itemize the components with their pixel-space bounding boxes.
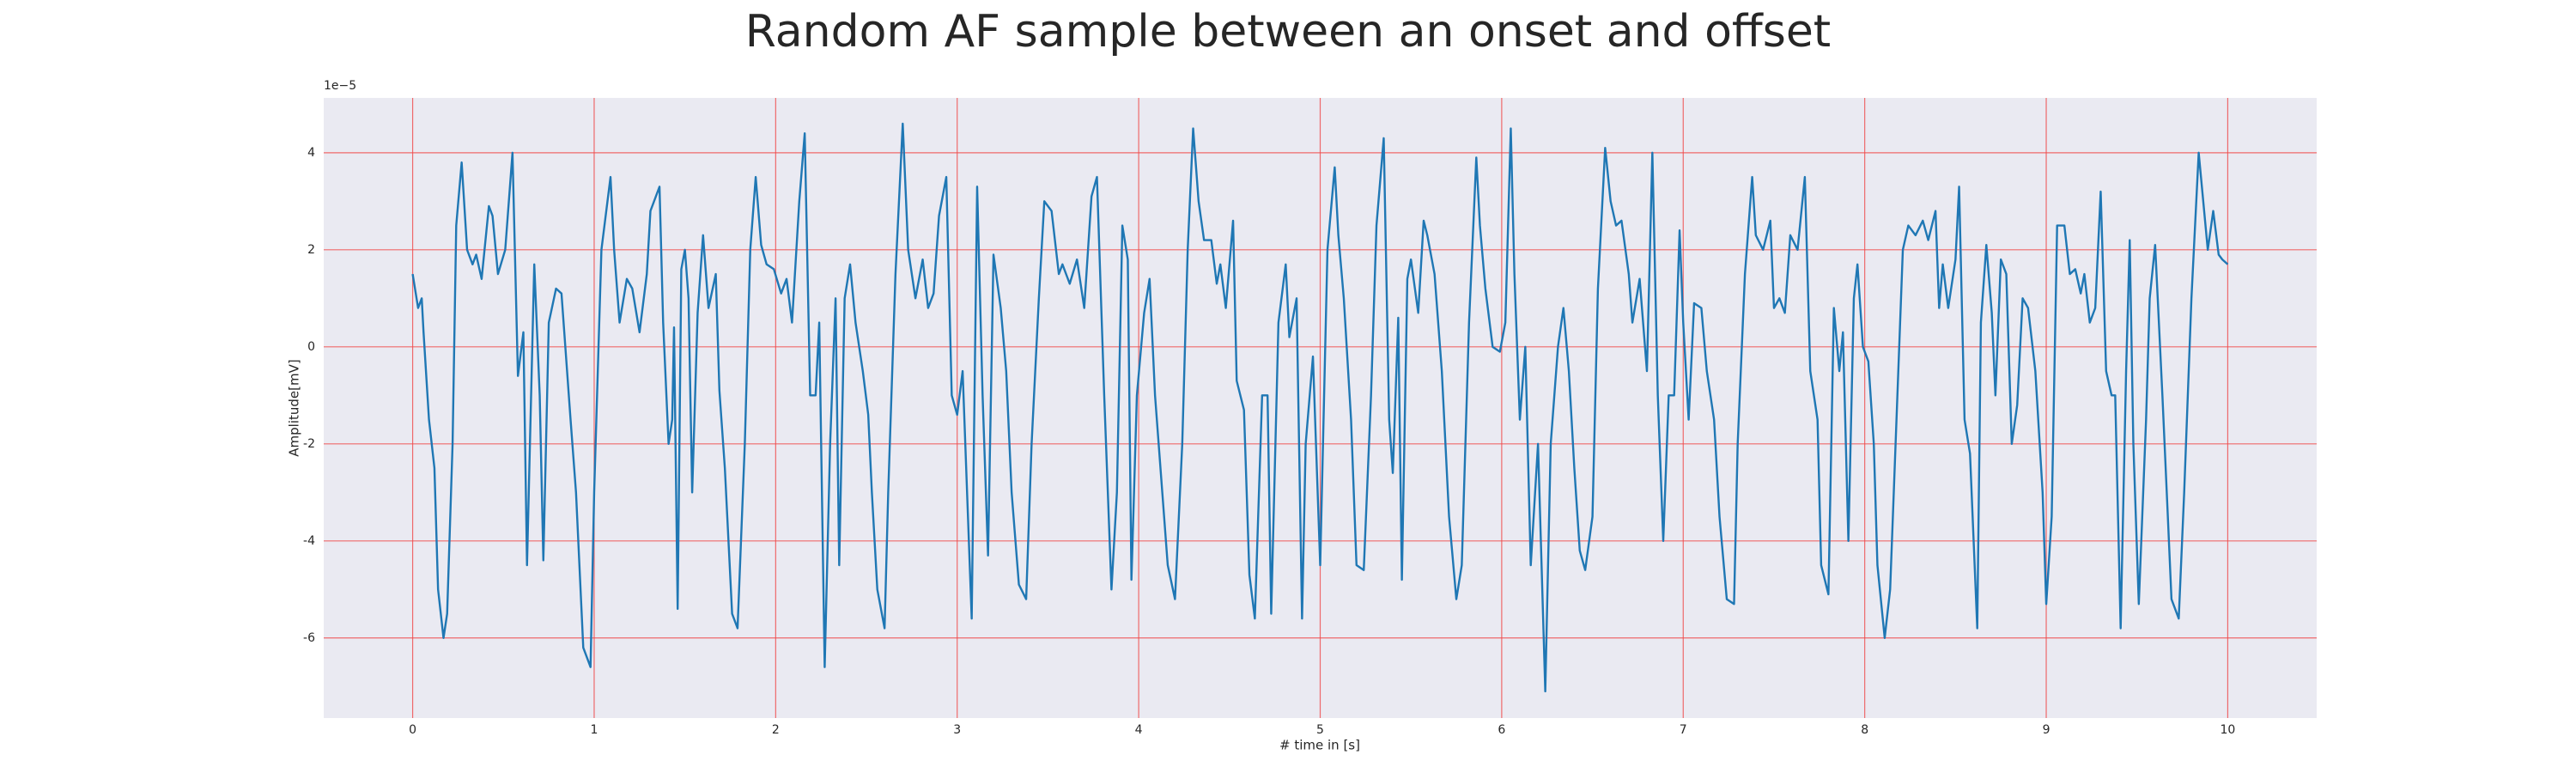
x-axis-label: # time in [s]	[1279, 738, 1360, 753]
y-tick-label: -2	[303, 437, 315, 451]
x-tick-label: 7	[1680, 723, 1687, 737]
x-tick-label: 1	[591, 723, 598, 737]
y-tick-label: -4	[303, 534, 315, 548]
signal-line	[411, 122, 2229, 693]
grid	[324, 98, 2317, 718]
x-tick-label: 6	[1498, 723, 1505, 737]
x-tick-label: 2	[772, 723, 780, 737]
y-tick-label: 0	[307, 340, 315, 354]
x-tick-label: 5	[1316, 723, 1324, 737]
y-offset-label: 1e−5	[324, 79, 356, 93]
x-tick-label: 4	[1135, 723, 1143, 737]
x-tick-label: 0	[409, 723, 416, 737]
y-axis-label: Amplitude[mV]	[287, 359, 302, 456]
marks	[411, 122, 2229, 693]
y-tick-label: 4	[307, 146, 315, 160]
y-tick-label: 2	[307, 243, 315, 257]
x-tick-label: 9	[2043, 723, 2050, 737]
chart-title: Random AF sample between an onset and of…	[745, 6, 1831, 58]
x-tick-label: 8	[1861, 723, 1868, 737]
x-tick-label: 3	[953, 723, 961, 737]
y-tick-label: -6	[303, 631, 315, 645]
x-tick-label: 10	[2221, 723, 2236, 737]
